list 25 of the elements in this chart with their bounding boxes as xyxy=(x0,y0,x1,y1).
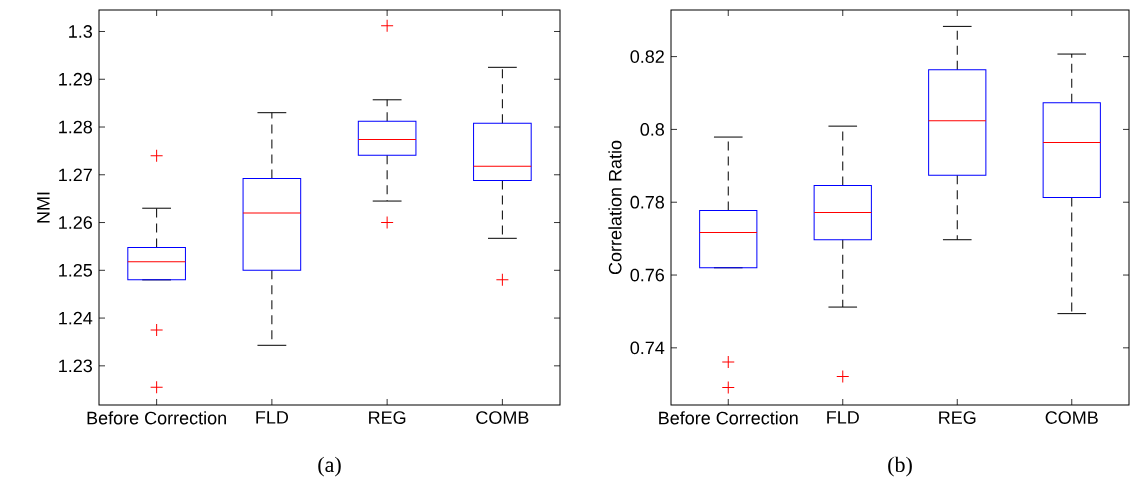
y-axis-title: NMI xyxy=(37,192,50,223)
x-tick-label: REG xyxy=(939,411,976,424)
y-tick-label: 0.8 xyxy=(640,123,665,136)
x-tick-label: COMB xyxy=(476,411,529,424)
y-tick-label: 1.25 xyxy=(59,263,93,277)
x-tick-label: Before Correction xyxy=(87,411,226,425)
y-axis-title: Correlation Ratio xyxy=(608,140,622,275)
text: (a) xyxy=(318,456,341,477)
y-tick-label: 1.26 xyxy=(59,216,93,229)
y-tick-label: 0.74 xyxy=(630,341,665,355)
y-tick-label: 1.23 xyxy=(59,359,93,373)
x-tick-label: FLD xyxy=(256,411,289,424)
y-tick-label: 0.78 xyxy=(630,195,665,209)
y-tick-label: 0.82 xyxy=(630,50,664,63)
y-tick-label: 1.28 xyxy=(59,120,93,134)
y-tick-label: 1.3 xyxy=(69,25,93,38)
y-tick-label: 1.27 xyxy=(59,168,92,182)
text: (b) xyxy=(888,456,912,477)
y-tick-label: 1.24 xyxy=(59,311,93,325)
y-tick-label: 1.29 xyxy=(59,72,92,86)
x-tick-label: REG xyxy=(369,411,406,424)
x-tick-label: COMB xyxy=(1045,411,1098,424)
x-tick-label: FLD xyxy=(827,411,859,424)
y-tick-label: 0.76 xyxy=(630,268,665,282)
x-tick-label: Before Correction xyxy=(659,411,798,425)
